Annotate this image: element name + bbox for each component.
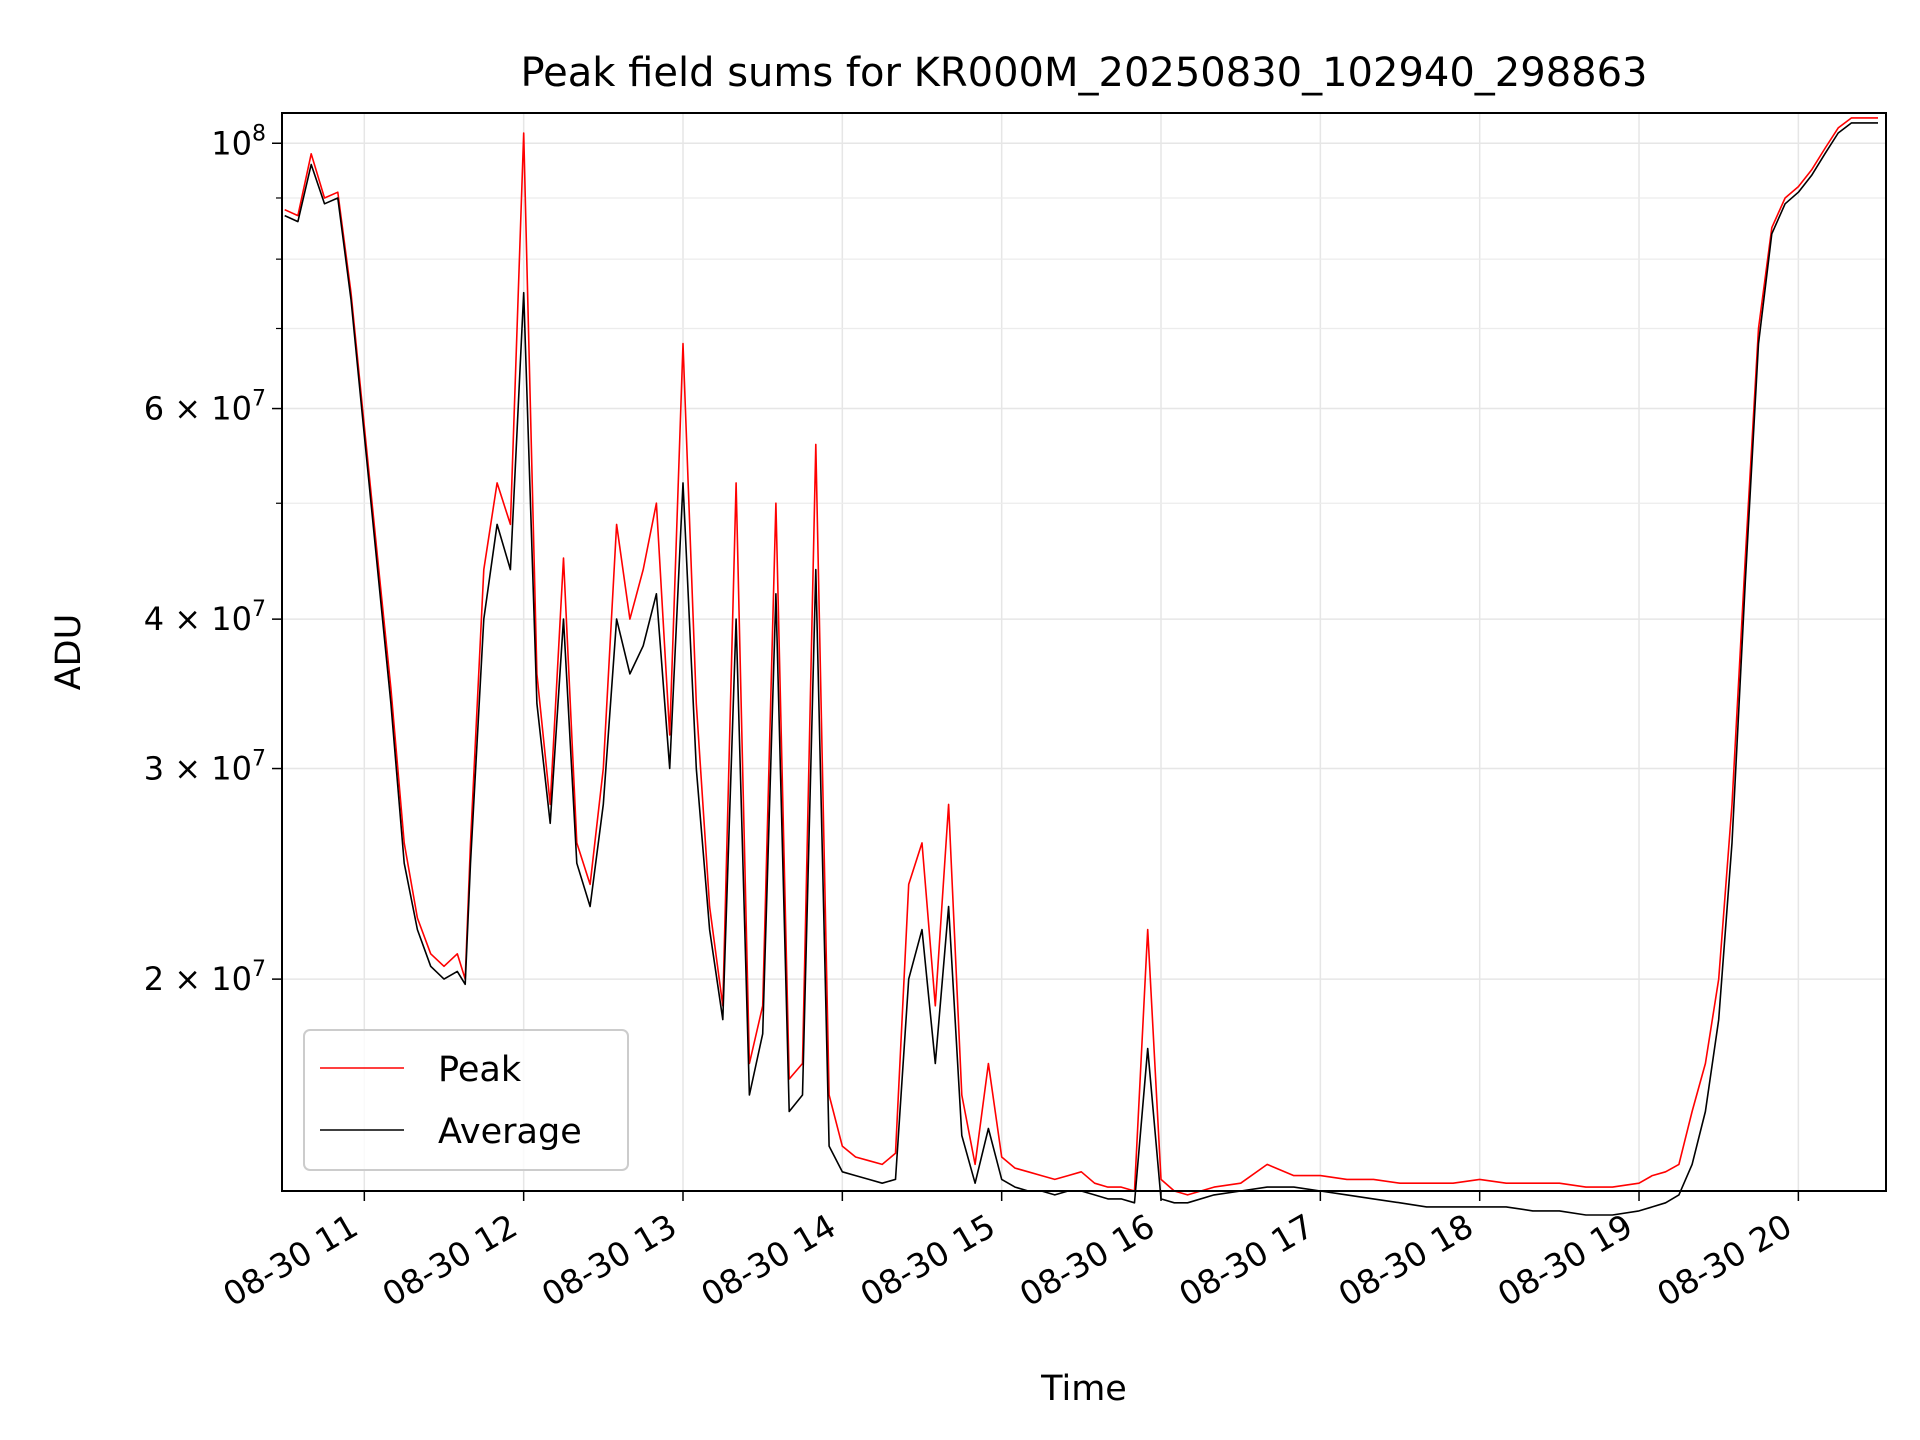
grid-lines	[282, 113, 1886, 1191]
x-axis-label: Time	[1040, 1369, 1127, 1409]
legend-average-label: Average	[438, 1112, 582, 1152]
series-line-peak	[284, 117, 1878, 1196]
legend-peak-label: Peak	[438, 1050, 522, 1090]
y-tick-label: 3 × 107	[144, 747, 266, 788]
legend: Peak Average	[303, 1029, 629, 1171]
y-tick-label: 108	[211, 121, 266, 162]
legend-box	[303, 1029, 629, 1171]
series-lines	[284, 117, 1878, 1216]
series-line-average	[284, 122, 1878, 1216]
plot-frame	[281, 112, 1887, 1192]
y-axis-label: ADU	[49, 614, 89, 691]
y-tick-label: 2 × 107	[144, 957, 266, 998]
y-axis: 2 × 107 3 × 107 4 × 107 6 × 107 108	[144, 121, 282, 998]
y-tick-label: 6 × 107	[144, 387, 266, 428]
y-tick-label: 4 × 107	[144, 597, 266, 638]
chart-title: Peak field sums for KR000M_20250830_1029…	[520, 50, 1647, 96]
